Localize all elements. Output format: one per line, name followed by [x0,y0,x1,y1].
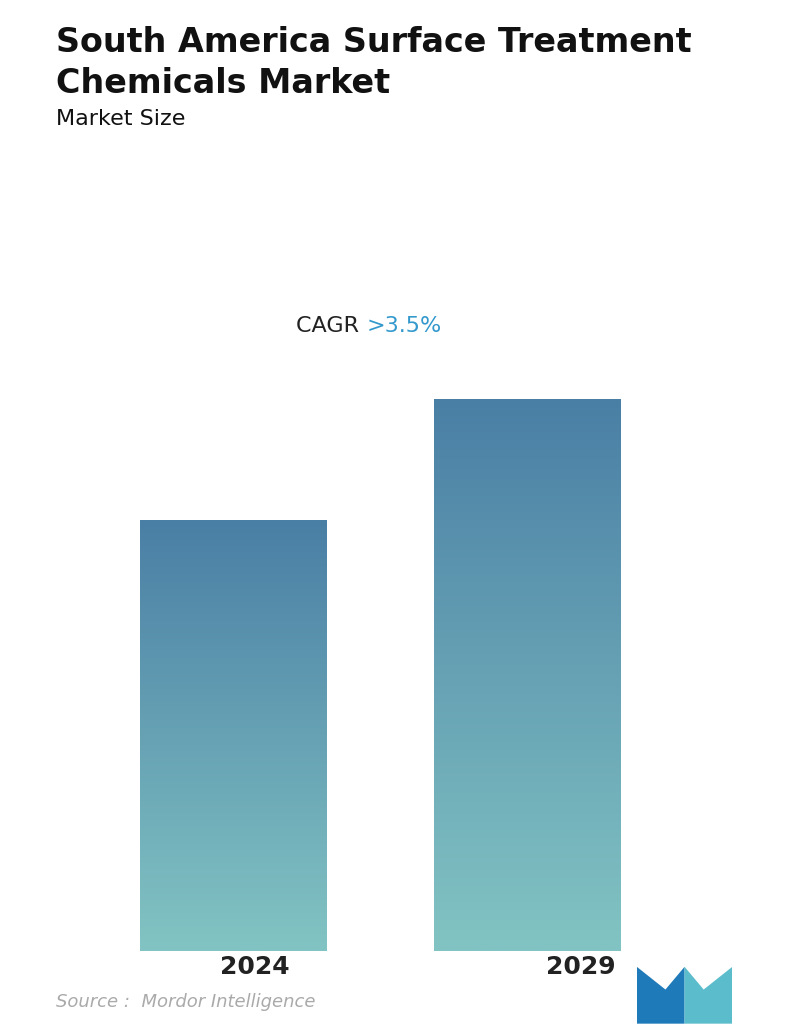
Text: Chemicals Market: Chemicals Market [56,67,390,100]
Text: South America Surface Treatment: South America Surface Treatment [56,26,692,59]
Polygon shape [685,967,732,1024]
Text: Source :  Mordor Intelligence: Source : Mordor Intelligence [56,994,315,1011]
Text: CAGR: CAGR [296,315,366,336]
Text: 2024: 2024 [220,954,290,979]
Text: 2029: 2029 [546,954,616,979]
Text: >3.5%: >3.5% [366,315,442,336]
Text: Market Size: Market Size [56,109,185,128]
Polygon shape [637,967,685,1024]
